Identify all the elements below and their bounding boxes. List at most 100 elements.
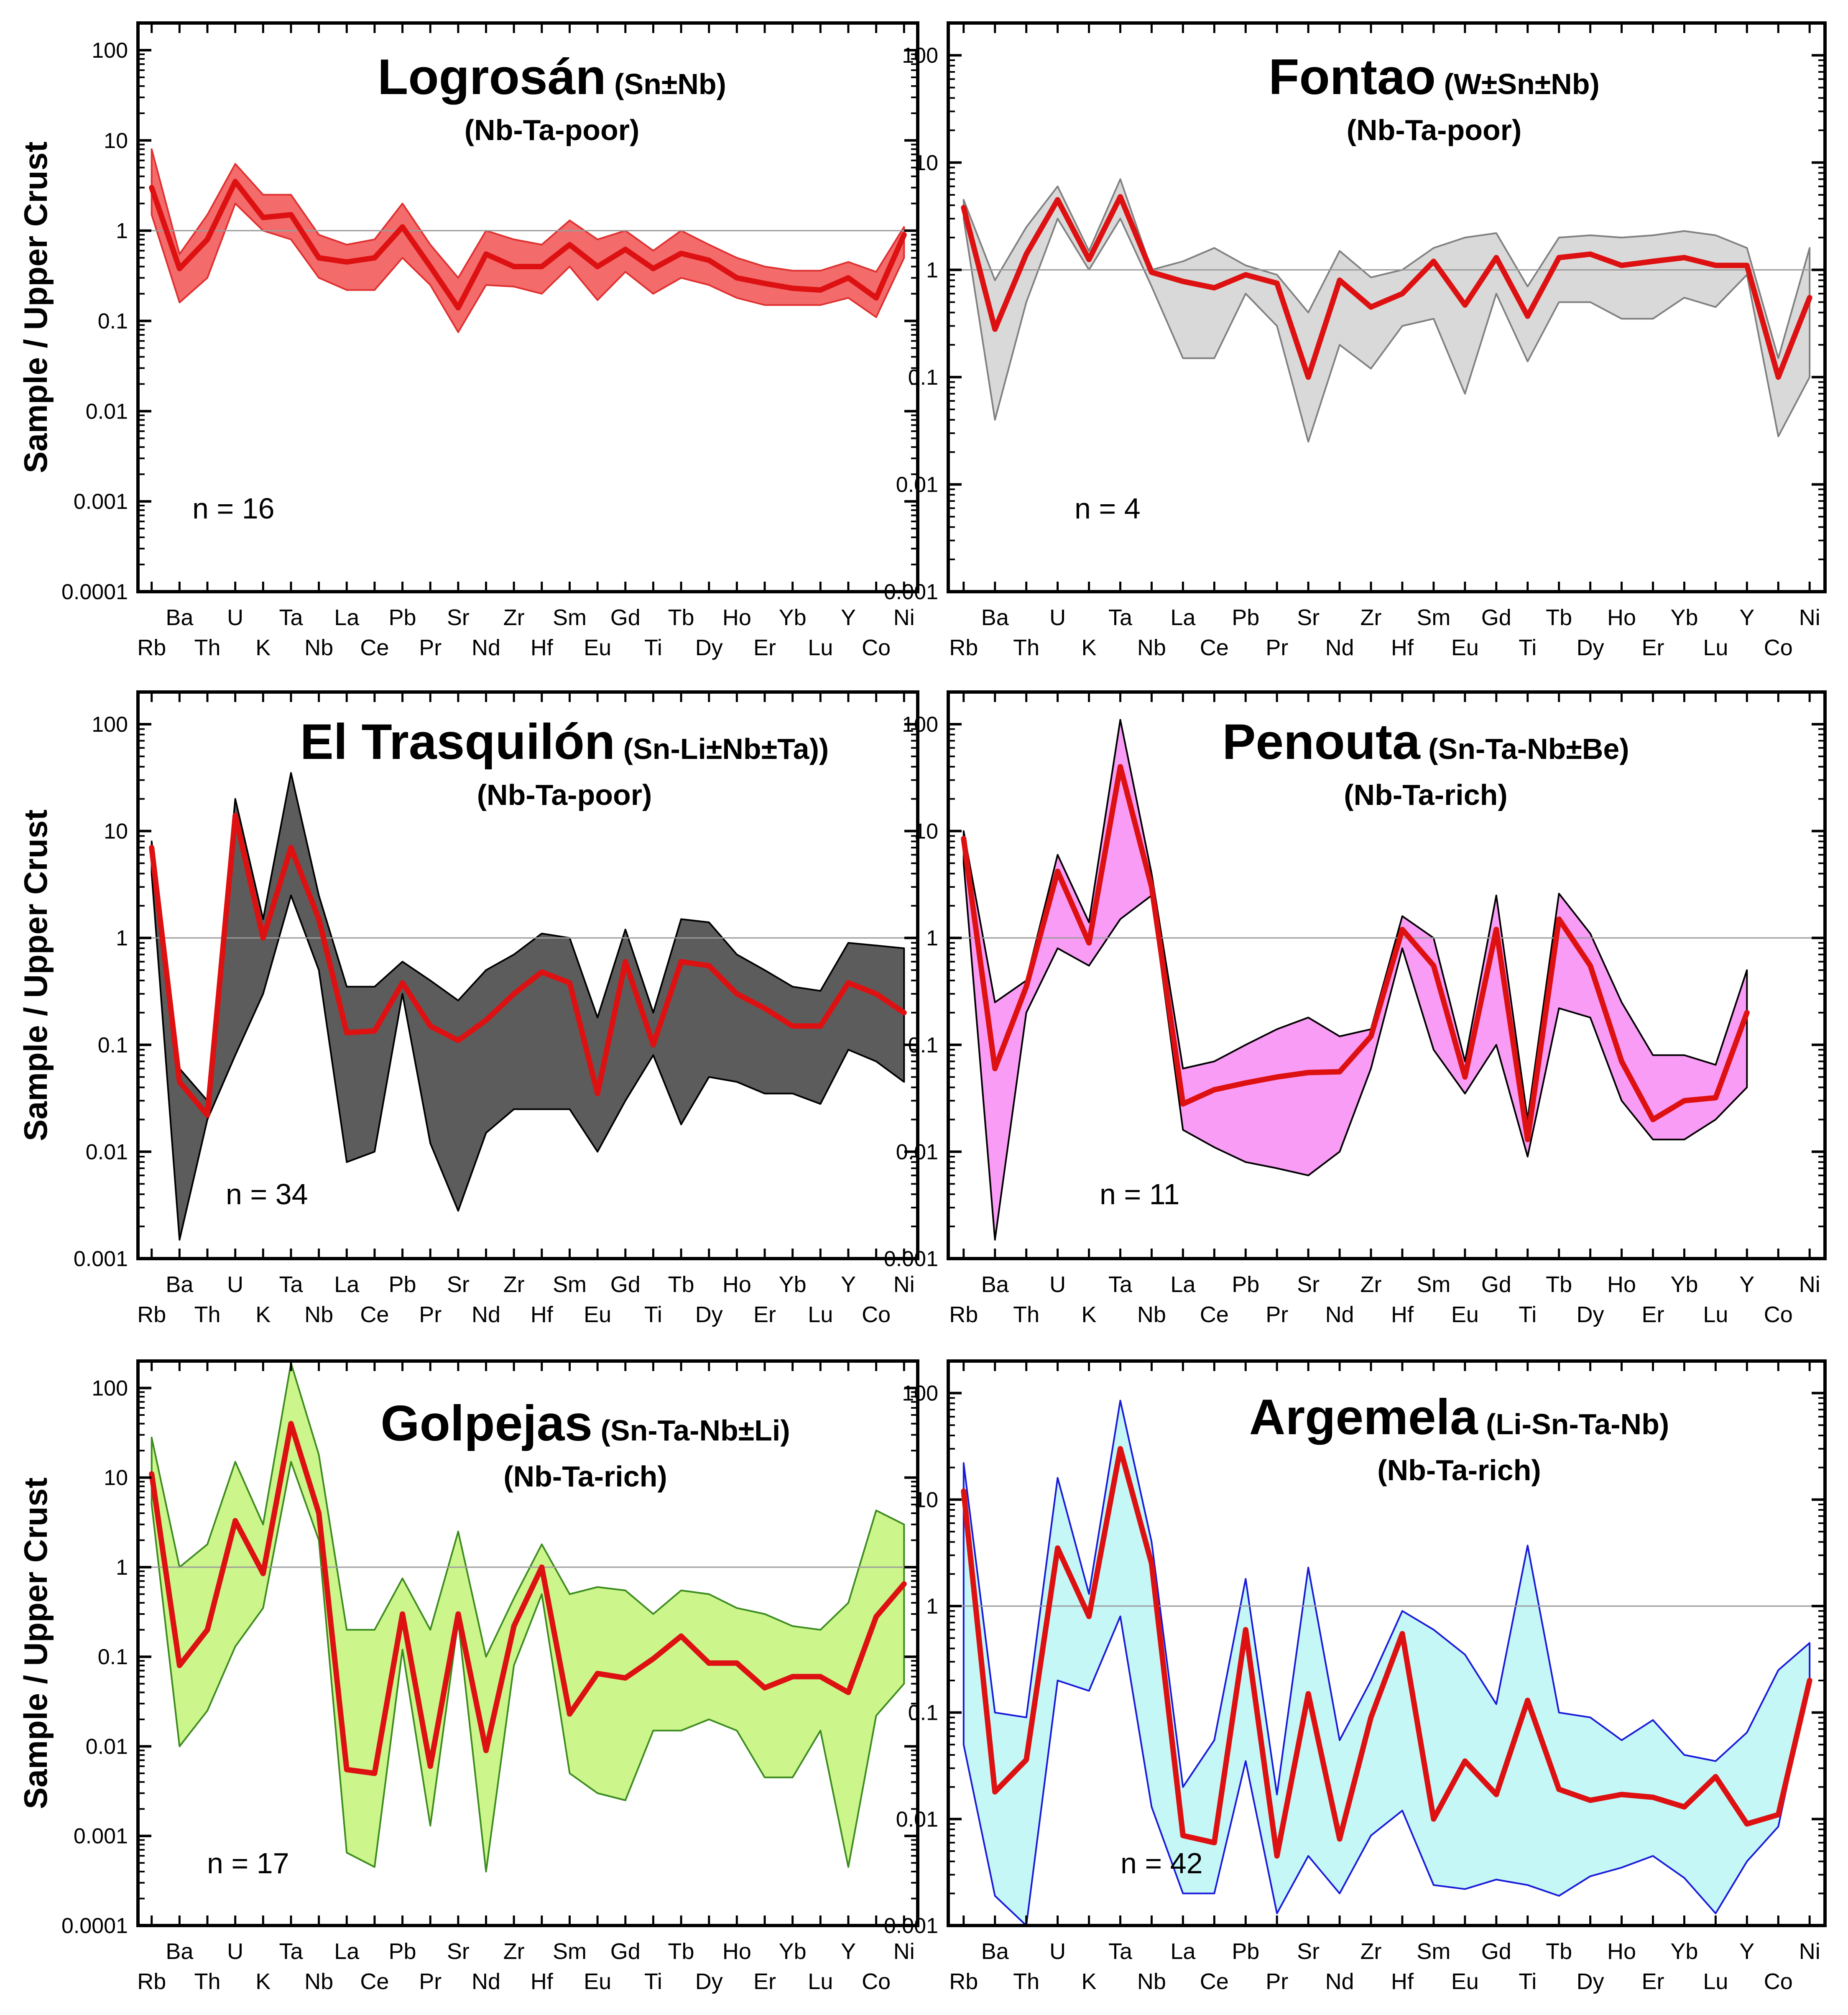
x-element-label: Th <box>194 635 221 660</box>
median-point <box>150 186 153 189</box>
median-point <box>1620 1793 1623 1796</box>
x-element-label: Yb <box>1670 605 1698 630</box>
x-element-label: Ti <box>644 635 662 660</box>
x-element-label: Co <box>1764 635 1793 660</box>
median-point <box>484 1018 488 1022</box>
chart-title-main: Fontao <box>1269 49 1436 105</box>
median-point <box>345 1768 349 1772</box>
median-point <box>540 970 544 974</box>
plot-frame <box>947 1359 1827 1927</box>
x-element-label: Sm <box>553 1272 587 1297</box>
x-element-label: Y <box>841 1272 856 1297</box>
y-tick-label: 0.1 <box>98 309 128 333</box>
median-point <box>1808 296 1812 299</box>
median-point <box>456 1612 460 1616</box>
y-tick-label: 0.1 <box>908 365 938 390</box>
y-tick-label: 100 <box>92 38 128 63</box>
median-point <box>1212 1841 1216 1844</box>
median-point <box>401 1612 404 1616</box>
x-element-label: Pr <box>419 1969 442 1994</box>
median-point <box>1118 765 1122 769</box>
median-point <box>1307 375 1310 379</box>
x-element-label: Dy <box>695 1969 723 1994</box>
median-point <box>847 1691 850 1694</box>
x-element-label: Y <box>1739 605 1754 630</box>
median-point <box>1494 1793 1498 1796</box>
median-point <box>1369 1716 1373 1719</box>
x-element-label: U <box>1049 1939 1066 1964</box>
x-element-label: Y <box>1739 1939 1754 1964</box>
x-element-label: Hf <box>531 635 554 660</box>
median-point <box>150 846 153 850</box>
median-point <box>847 981 850 985</box>
plot-frame <box>136 690 919 1260</box>
x-element-label: Er <box>1642 635 1664 660</box>
median-point <box>512 992 516 996</box>
median-point <box>874 992 878 996</box>
median-point <box>1118 1447 1122 1451</box>
x-element-label: Rb <box>137 1969 166 1994</box>
envelope-band <box>151 148 905 333</box>
median-point <box>512 1624 516 1628</box>
median-point <box>1244 273 1248 277</box>
x-element-label: Yb <box>779 1272 807 1297</box>
x-element-label: Th <box>194 1969 221 1994</box>
median-point <box>1307 1071 1310 1075</box>
median-point <box>1024 252 1028 256</box>
median-point <box>1024 1758 1028 1762</box>
median-point <box>317 1512 321 1515</box>
median-point <box>1056 1546 1059 1550</box>
median-point <box>1745 1011 1749 1014</box>
y-tick-label: 0.01 <box>896 1807 938 1831</box>
x-element-label: Zr <box>503 1272 525 1297</box>
x-element-label: Pr <box>419 1302 442 1327</box>
x-element-label: Er <box>753 1969 776 1994</box>
x-element-label: Ho <box>722 1272 751 1297</box>
median-point <box>1557 917 1561 921</box>
median-point <box>540 1566 544 1569</box>
median-point <box>791 286 794 290</box>
x-element-label: Nb <box>1137 635 1166 660</box>
median-point <box>1588 964 1592 968</box>
x-element-label: U <box>227 1939 243 1964</box>
chart-title-suffix: (Sn-Li±Nb±Ta)) <box>615 733 829 765</box>
chart-title-suffix: (Sn-Ta-Nb±Li) <box>592 1414 790 1447</box>
median-point <box>623 1676 627 1680</box>
x-element-label: Zr <box>1360 605 1382 630</box>
median-line <box>149 812 907 1118</box>
chart-subtitle: (Nb-Ta-poor) <box>477 779 652 811</box>
plot-frame <box>136 1359 919 1927</box>
y-tick-label: 0.1 <box>98 1645 128 1669</box>
median-point <box>1463 303 1467 307</box>
median-point <box>1526 1698 1529 1702</box>
x-element-label: Hf <box>1391 635 1414 660</box>
x-element-label: Ba <box>981 605 1009 630</box>
x-element-label: K <box>1082 1969 1097 1994</box>
median-point <box>1588 1798 1592 1802</box>
median-point <box>261 216 265 220</box>
x-element-label: Nd <box>472 1969 500 1994</box>
y-tick-label: 100 <box>92 1376 128 1400</box>
x-element-label: Sm <box>553 605 587 630</box>
x-element-label: Eu <box>1451 1969 1479 1994</box>
median-point <box>1181 1102 1185 1106</box>
median-point <box>233 1519 237 1522</box>
x-element-label: Tb <box>1546 1272 1572 1297</box>
x-element-label: Ni <box>893 1272 915 1297</box>
x-element-label: Dy <box>695 1302 723 1327</box>
median-point <box>791 1675 794 1678</box>
median-point <box>1087 1614 1091 1618</box>
x-element-label: Zr <box>1360 1272 1382 1297</box>
x-element-label: Hf <box>1391 1302 1414 1327</box>
median-point <box>456 1039 460 1042</box>
median-point <box>623 960 627 963</box>
x-element-label: Ti <box>644 1969 662 1994</box>
median-point <box>1181 280 1185 283</box>
median-point <box>1338 1837 1342 1841</box>
median-point <box>1087 258 1091 261</box>
median-point <box>233 814 237 817</box>
y-tick-label: 10 <box>914 820 938 844</box>
